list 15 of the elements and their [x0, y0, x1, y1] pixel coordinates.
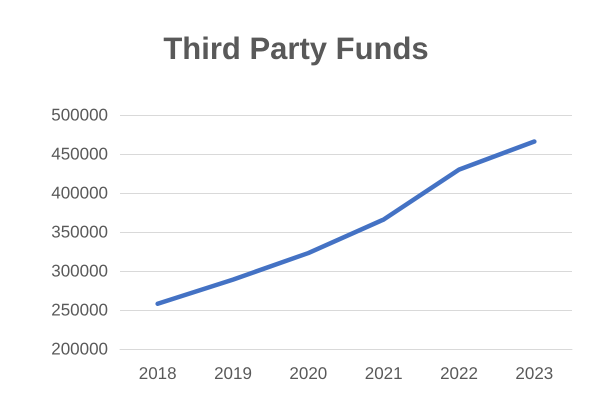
chart-title: Third Party Funds — [163, 31, 429, 66]
y-tick-label: 450000 — [51, 144, 108, 164]
x-tick-label: 2023 — [515, 364, 554, 383]
y-tick-label: 500000 — [51, 106, 108, 124]
x-tick-label: 2018 — [138, 364, 177, 383]
y-tick-label: 350000 — [51, 222, 108, 242]
y-tick-label: 200000 — [51, 340, 108, 358]
x-tick-label: 2022 — [440, 364, 478, 383]
x-tick-label: 2020 — [289, 364, 328, 383]
y-tick-label: 300000 — [51, 262, 108, 280]
y-tick-label: 250000 — [51, 300, 108, 320]
y-tick-label: 400000 — [51, 184, 108, 202]
line-series — [155, 139, 537, 306]
x-tick-label: 2019 — [214, 364, 252, 383]
x-tick-label: 2021 — [364, 364, 403, 383]
